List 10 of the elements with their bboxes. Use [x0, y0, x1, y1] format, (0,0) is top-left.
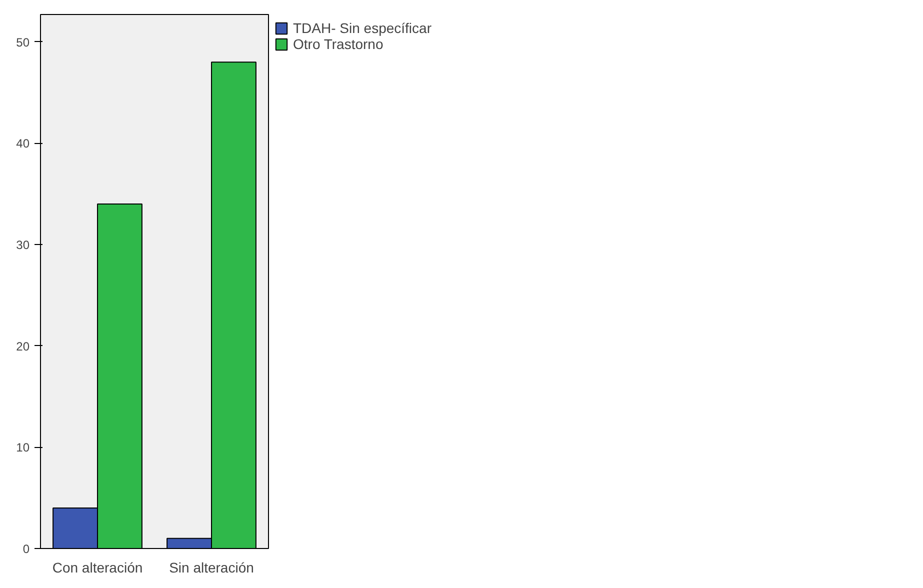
y-tick-label: 40 — [16, 136, 30, 151]
x-tick-label: Con alteración — [52, 560, 143, 576]
y-tick-label: 10 — [16, 440, 30, 455]
y-tick-label: 0 — [22, 542, 30, 556]
x-tick-label: Sin alteración — [169, 560, 254, 576]
legend-label: TDAH- Sin específicar — [293, 20, 432, 36]
y-tick-label: 50 — [16, 35, 30, 50]
y-tick-label: 20 — [16, 339, 30, 354]
y-tick-label: 30 — [16, 238, 30, 252]
legend-label: Otro Trastorno — [293, 36, 384, 52]
